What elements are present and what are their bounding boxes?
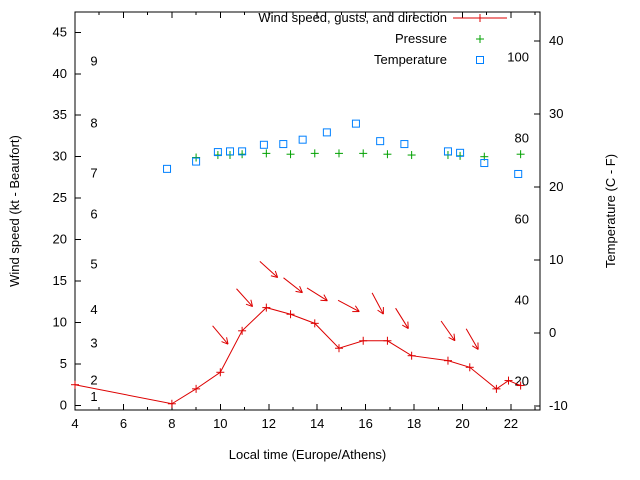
svg-text:100: 100 — [507, 49, 529, 64]
tick-labels: 4 6 8 10 12 14 16 18 20 22051015202530354045-1001… — [53, 24, 568, 431]
legend: Wind speed, gusts, and direction Pressure… — [258, 10, 507, 67]
svg-text:8: 8 — [90, 116, 97, 131]
svg-text:20: 20 — [549, 179, 563, 194]
svg-text:35: 35 — [53, 107, 67, 122]
svg-text:10: 10 — [549, 252, 563, 267]
svg-text:0: 0 — [60, 397, 67, 412]
svg-text:40: 40 — [515, 293, 529, 308]
svg-text:7: 7 — [90, 165, 97, 180]
svg-text:22: 22 — [504, 416, 518, 431]
wind-direction-arrows — [212, 261, 479, 350]
beaufort-scale-labels: 12 3 4 5 6 7 8 9 — [90, 53, 97, 404]
svg-text:6: 6 — [120, 416, 127, 431]
svg-text:3: 3 — [90, 335, 97, 350]
svg-text:8: 8 — [168, 416, 175, 431]
svg-text:Temperature: Temperature — [374, 52, 447, 67]
svg-text:14: 14 — [310, 416, 324, 431]
svg-text:45: 45 — [53, 24, 67, 39]
axes — [74, 11, 541, 411]
svg-text:30: 30 — [549, 106, 563, 121]
svg-text:9: 9 — [90, 53, 97, 68]
svg-text:30: 30 — [53, 149, 67, 164]
svg-text:16: 16 — [358, 416, 372, 431]
svg-text:40: 40 — [53, 66, 67, 81]
svg-text:20: 20 — [515, 374, 529, 389]
svg-text:15: 15 — [53, 273, 67, 288]
svg-text:10: 10 — [213, 416, 227, 431]
fahrenheit-scale-labels: 20 40 60 80 100 — [507, 49, 529, 388]
svg-text:4: 4 — [71, 416, 78, 431]
svg-text:80: 80 — [515, 130, 529, 145]
svg-text:4: 4 — [90, 302, 97, 317]
svg-text:20: 20 — [455, 416, 469, 431]
svg-text:2: 2 — [90, 373, 97, 388]
svg-text:12: 12 — [262, 416, 276, 431]
svg-text:20: 20 — [53, 232, 67, 247]
svg-text:0: 0 — [549, 325, 556, 340]
svg-text:5: 5 — [60, 356, 67, 371]
svg-text:10: 10 — [53, 315, 67, 330]
svg-text:40: 40 — [549, 33, 563, 48]
svg-text:5: 5 — [90, 256, 97, 271]
temperature-series — [163, 119, 523, 178]
svg-text:Pressure: Pressure — [395, 31, 447, 46]
svg-text:25: 25 — [53, 190, 67, 205]
svg-text:18: 18 — [407, 416, 421, 431]
svg-text:60: 60 — [515, 212, 529, 227]
wind-speed-series — [71, 303, 525, 408]
svg-text:1: 1 — [90, 389, 97, 404]
svg-text:-10: -10 — [549, 398, 568, 413]
pressure-series — [192, 149, 525, 162]
svg-text:Wind speed, gusts, and directi: Wind speed, gusts, and direction — [258, 10, 447, 25]
svg-text:6: 6 — [90, 207, 97, 222]
